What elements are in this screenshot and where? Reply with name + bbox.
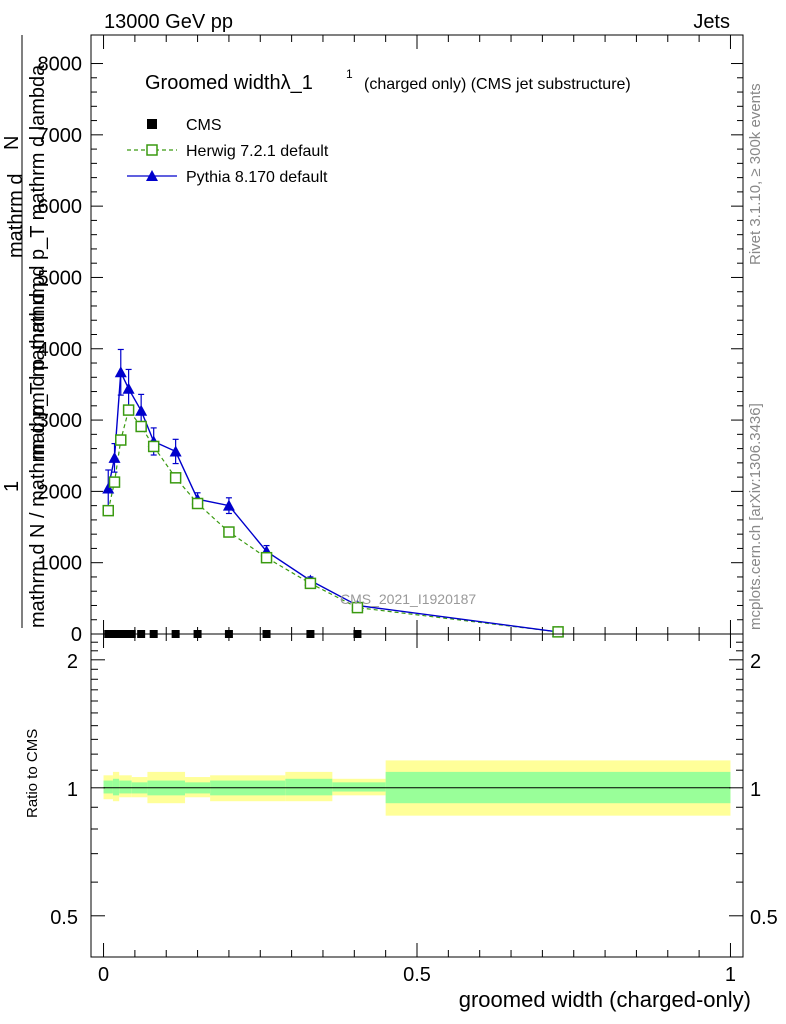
rivet-version-label: Rivet 3.1.10, ≥ 300k events: [747, 83, 764, 265]
main-y-axis: 0 1000 2000 3000 4000 5000 6000 7000 8000: [38, 54, 743, 646]
legend-pythia-label: Pythia 8.170 default: [186, 169, 328, 186]
herwig-point: [191, 497, 204, 510]
herwig-point: [108, 476, 121, 488]
ylabel-fraction-one: 1: [1, 481, 23, 492]
title-superscript: 1: [346, 67, 353, 81]
herwig-point: [102, 504, 114, 517]
ratio-y-tick-label-right: 2: [750, 651, 761, 673]
header-process: 13000 GeV pp: [104, 11, 233, 33]
main-y-tick-label: 1000: [38, 553, 83, 575]
pythia-point: [135, 404, 148, 416]
ratio-y-tick-label-right: 1: [750, 779, 761, 801]
legend-herwig-marker: [146, 144, 158, 156]
main-y-tick-label: 3000: [38, 410, 83, 432]
herwig-point: [351, 601, 364, 614]
main-panel: 0 1000 2000 3000 4000 5000 6000 7000 8000 CMS_20…: [38, 34, 744, 646]
ratio-band-inner: [103, 780, 113, 794]
herwig-point: [552, 626, 564, 638]
ratio-band-inner: [112, 778, 120, 796]
herwig-point: [169, 472, 182, 484]
pythia-point: [122, 382, 135, 394]
pythia-point: [114, 366, 127, 378]
legend-herwig-label: Herwig 7.2.1 default: [186, 143, 329, 160]
main-y-tick-label: 2000: [38, 481, 83, 503]
ylabel-numerator-n: N: [1, 136, 23, 150]
mcplots-label: mcplots.cern.ch [arXiv:1306.3436]: [747, 403, 764, 630]
pythia-point: [169, 445, 182, 457]
legend-entry-cms: CMS: [147, 117, 222, 134]
legend-entry-herwig: Herwig 7.2.1 default: [127, 143, 329, 160]
ylabel-numerator-rest: mathrm d p_T mathrm d lambda: [27, 64, 49, 350]
legend-entry-pythia: Pythia 8.170 default: [127, 169, 328, 186]
ratio-band-inner: [332, 782, 386, 792]
x-tick-label: 1: [725, 964, 736, 986]
pythia-point: [102, 482, 115, 494]
watermark: CMS_2021_I1920187: [340, 591, 476, 607]
main-y-tick-label: 6000: [38, 196, 83, 218]
ylabel-denominator: mathrm d N / mathrm d p_T mathrm d p: [27, 276, 49, 628]
title-subtitle: (charged only) (CMS jet substructure): [364, 76, 631, 93]
main-y-axis-label: 1 mathrm d N / mathrm d p_T mathrm d p m…: [1, 35, 49, 628]
header-category: Jets: [693, 11, 730, 33]
ratio-y-tick-label: 0.5: [50, 907, 78, 929]
herwig-point: [115, 434, 127, 446]
legend-cms-label: CMS: [186, 117, 222, 134]
main-y-tick-label: 0: [71, 624, 82, 646]
ratio-band-inner: [285, 778, 333, 796]
ratio-panel: 0.5 0.51 12 2 0 0.5 1 Ratio to CMS groomed wi…: [24, 633, 778, 1012]
pythia-point: [222, 499, 235, 511]
pythia-point: [108, 451, 121, 463]
main-series-layer: [102, 348, 565, 638]
ratio-y-axis: 0.5 0.5 1 1 2 2: [50, 641, 778, 929]
legend: CMS Herwig 7.2.1 default Pythia 8.170 de…: [127, 117, 329, 186]
herwig-point: [122, 404, 135, 416]
ylabel-numerator-line2: mathrm d p: [27, 359, 49, 460]
plot-title: Groomed widthλ_1 1 (charged only) (CMS j…: [145, 67, 631, 94]
legend-pythia-marker: [146, 170, 158, 181]
ylabel-numerator-d: mathrm d: [5, 174, 27, 258]
herwig-point: [260, 551, 273, 564]
main-y-tick-label: 7000: [38, 125, 83, 147]
ratio-y-tick-label-right: 0.5: [750, 907, 778, 929]
ratio-band-inner: [119, 780, 132, 794]
ratio-y-tick-label: 2: [67, 651, 78, 673]
title-main: Groomed widthλ_1: [145, 72, 313, 94]
ratio-x-axis: 0 0.5 1: [98, 634, 736, 986]
herwig-point: [223, 526, 235, 538]
main-y-tick-label: 8000: [38, 54, 83, 76]
legend-cms-marker: [147, 119, 157, 129]
pythia-line: [107, 369, 559, 633]
main-y-tick-label: 5000: [38, 267, 83, 289]
herwig-point: [135, 420, 147, 433]
herwig-point: [304, 577, 317, 590]
x-tick-label: 0: [98, 964, 109, 986]
ratio-y-label: Ratio to CMS: [24, 729, 41, 818]
x-tick-label: 0.5: [403, 964, 431, 986]
main-y-tick-label: 4000: [38, 339, 83, 361]
x-axis-label: groomed width (charged-only): [459, 987, 751, 1012]
herwig-point: [147, 440, 160, 453]
ratio-y-tick-label: 1: [67, 779, 78, 801]
